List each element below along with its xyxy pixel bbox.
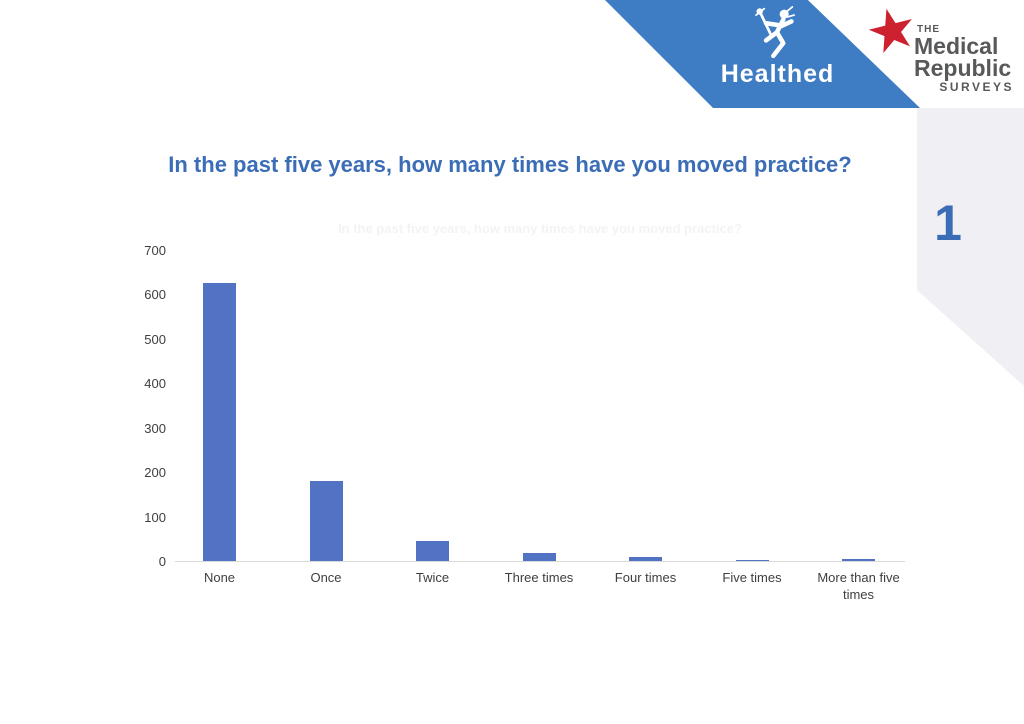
bar-once: [309, 481, 343, 561]
tmr-surveys: SURVEYS: [939, 80, 1014, 94]
x-axis-label: More than five times: [817, 570, 900, 602]
ghost-chart-title: In the past five years, how many times h…: [338, 221, 742, 236]
tmr-medical: Medical: [914, 33, 999, 59]
x-axis-label: Twice: [415, 570, 450, 585]
healthed-wordmark: Healthed: [720, 60, 835, 88]
x-axis-label: Once: [310, 570, 342, 585]
bar-more-than-five-times: [842, 558, 875, 561]
y-tick-label: 300: [144, 420, 166, 436]
y-axis: 0 100 200 300 400 500 600 700: [118, 243, 166, 569]
y-tick-label: 400: [144, 376, 166, 392]
bar-four-times: [629, 557, 662, 561]
bar-five-times: [735, 560, 769, 561]
medical-republic-text: THE Medical Republic SURVEYS: [914, 24, 1014, 94]
x-axis-label: None: [203, 570, 236, 585]
y-tick-label: 0: [158, 554, 166, 569]
y-tick-label: 500: [144, 331, 166, 347]
medical-republic-logo: ★ THE Medical Republic SURVEYS: [859, 0, 1022, 106]
bar-none: [203, 283, 236, 561]
y-tick-label: 200: [144, 465, 166, 481]
hermes-runner-icon: [755, 6, 796, 59]
x-axis-label: Four times: [614, 570, 677, 585]
tmr-republic: Republic: [914, 55, 1012, 81]
y-tick-label: 700: [144, 243, 166, 258]
bar-three-times: [522, 553, 556, 561]
y-tick-label: 100: [144, 509, 166, 525]
bar-chart: None Once Twice Three times Four times Five t…: [175, 251, 905, 602]
x-axis-label: Three times: [504, 570, 574, 585]
y-tick-label: 600: [144, 287, 166, 303]
page-number: 1: [934, 195, 962, 251]
tmr-the: THE: [917, 24, 940, 35]
slide-title: In the past five years, how many times h…: [168, 152, 852, 177]
x-axis-line: [175, 561, 905, 562]
x-axis-label: Five times: [722, 570, 782, 585]
bar-twice: [416, 541, 449, 561]
